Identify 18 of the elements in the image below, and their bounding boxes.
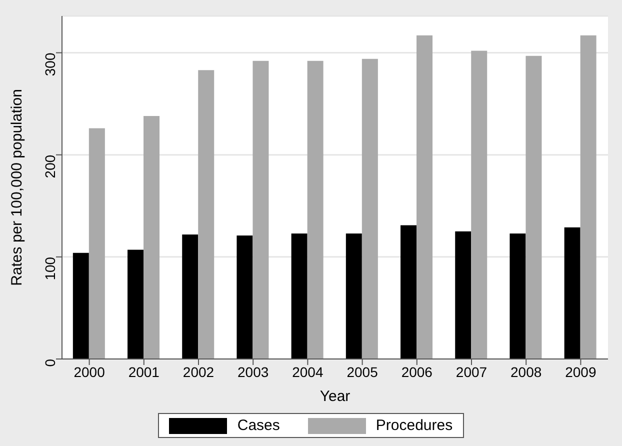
legend-label: Cases [237,417,280,434]
legend-label: Procedures [376,417,453,434]
x-tick-label: 2007 [456,364,488,380]
x-tick-label: 2002 [182,364,214,380]
x-tick-label: 2005 [346,364,378,380]
x-tick-label: 2004 [292,364,324,380]
y-tick-label: 100 [42,256,58,280]
x-tick-label: 2003 [238,364,269,380]
x-axis-title: Year [320,388,350,405]
x-tick-label: 2009 [565,364,596,380]
y-tick-label: 200 [42,154,58,178]
x-tick-label: 2001 [128,364,160,380]
y-axis-title: Rates per 100,000 population [8,89,26,286]
x-tick-label: 2006 [401,364,433,380]
x-tick-label: 2000 [74,364,106,380]
y-tick-label: 300 [42,52,58,76]
x-tick-label: 2008 [510,364,542,380]
y-tick-label: 0 [42,358,58,367]
